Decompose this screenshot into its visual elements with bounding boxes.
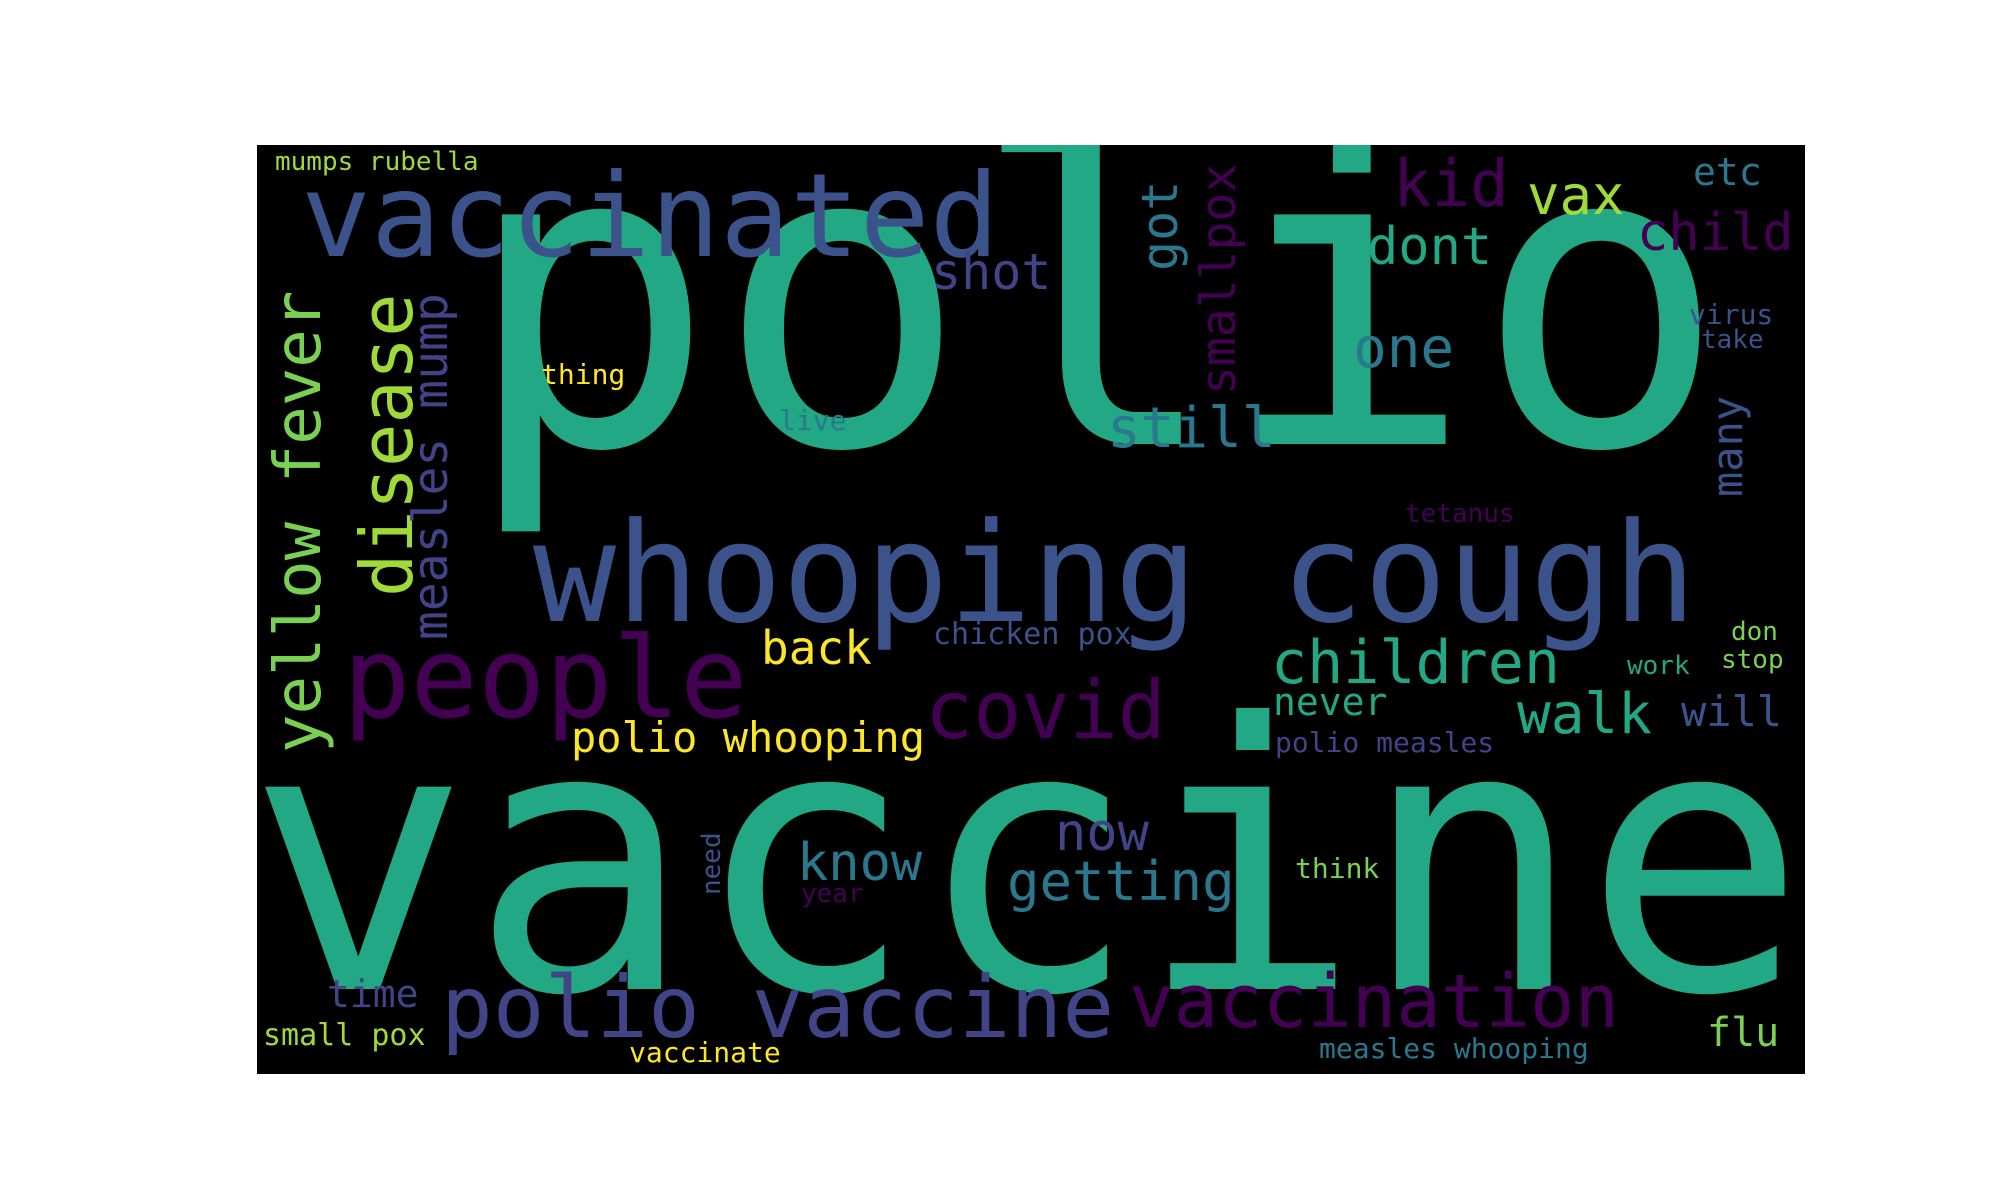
word-will: will (1681, 687, 1783, 736)
word-getting: getting (1007, 850, 1235, 913)
word-measles-mump: measles mump (403, 293, 459, 640)
word-vaccination: vaccination (1129, 959, 1620, 1045)
word-vax: vax (1527, 164, 1625, 227)
word-child: child (1637, 203, 1794, 263)
word-back: back (761, 621, 872, 675)
word-polio-measles: polio measles (1275, 726, 1495, 759)
word-don: don (1731, 617, 1778, 647)
word-many: many (1703, 395, 1752, 497)
word-yellow-fever: yellow fever (262, 290, 336, 753)
word-now: now (1055, 803, 1149, 863)
word-shot: shot (931, 243, 1052, 301)
word-polio-whooping: polio whooping (571, 713, 926, 762)
word-need: need (697, 832, 727, 895)
word-cloud: polio vaccine whooping cough vaccinated … (257, 145, 1805, 1074)
word-time: time (327, 972, 419, 1016)
word-polio-vaccine: polio vaccine (441, 958, 1115, 1058)
word-live: live (779, 404, 847, 437)
word-covid: covid (925, 664, 1166, 757)
word-kid: kid (1393, 148, 1509, 222)
word-chicken-pox: chicken pox (933, 617, 1132, 652)
word-dont: dont (1367, 217, 1493, 277)
word-walk: walk (1517, 682, 1652, 747)
word-vaccine: vaccine (257, 647, 1805, 1074)
word-tetanus: tetanus (1405, 499, 1515, 529)
word-measles-whooping: measles whooping (1319, 1032, 1589, 1065)
word-thing: thing (541, 358, 626, 391)
word-flu: flu (1707, 1010, 1780, 1056)
word-polio: polio (463, 145, 1728, 544)
word-year: year (801, 879, 864, 909)
word-small-pox: small pox (263, 1018, 426, 1053)
word-never: never (1273, 680, 1388, 724)
word-think: think (1295, 852, 1380, 885)
word-vaccinated: vaccinated (301, 149, 1000, 284)
word-virus: virus (1689, 298, 1774, 331)
word-mumps-rubella: mumps rubella (275, 147, 479, 177)
word-take: take (1701, 325, 1764, 355)
word-people: people (343, 614, 748, 744)
word-got: got (1131, 180, 1189, 271)
word-vaccinate: vaccinate (629, 1036, 781, 1069)
word-children: children (1271, 628, 1560, 698)
word-smallpox: smallpox (1191, 163, 1247, 395)
word-one: one (1353, 316, 1455, 381)
word-know: know (797, 833, 923, 893)
word-stop: stop (1721, 645, 1784, 675)
word-whooping-cough: whooping cough (533, 493, 1697, 654)
word-work: work (1627, 651, 1690, 681)
word-still: still (1107, 396, 1276, 461)
word-etc: etc (1693, 150, 1762, 194)
